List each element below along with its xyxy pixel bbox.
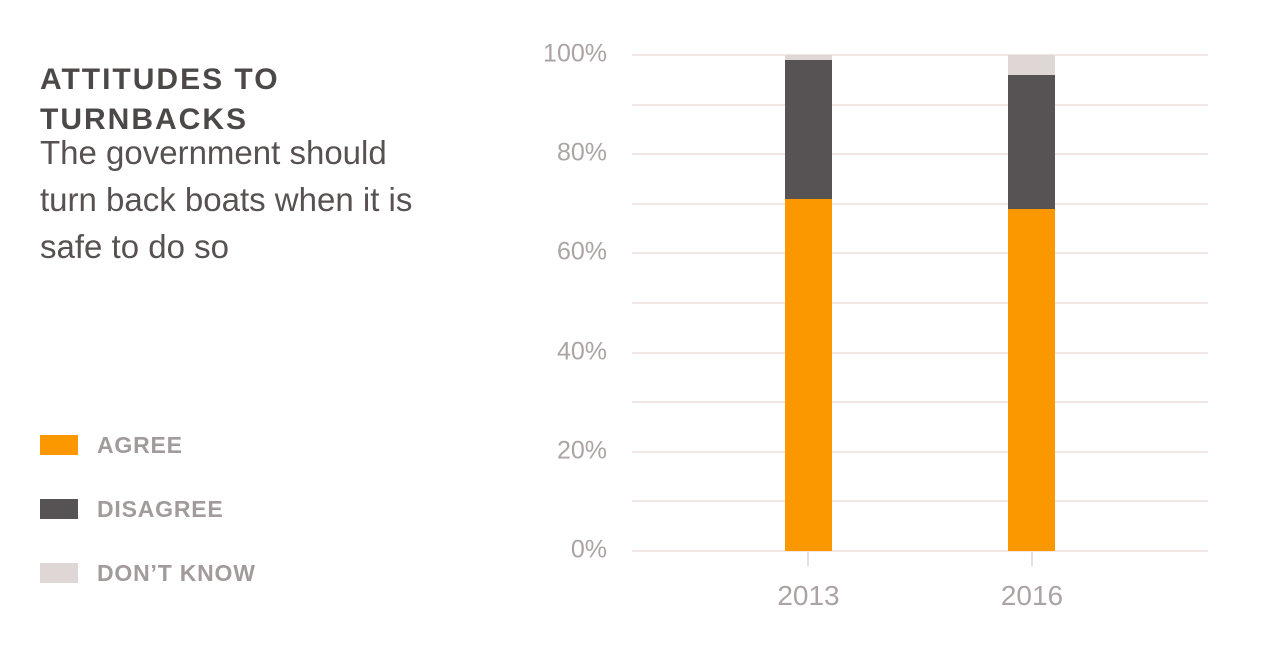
bar-segment-2016-agree	[1008, 208, 1056, 551]
gridline-0	[632, 550, 1208, 552]
y-axis-label-40: 40%	[556, 336, 607, 365]
legend-swatch-dont-know	[40, 563, 78, 583]
subtitle-line-3: safe to do so	[40, 228, 229, 265]
legend-swatch-disagree	[40, 499, 78, 519]
y-axis-label-100: 100%	[543, 39, 607, 68]
bar-segment-2016-disagree	[1008, 74, 1056, 209]
x-axis-tick-2013	[807, 552, 810, 566]
gridline-20	[632, 450, 1208, 453]
legend-label-agree: AGREE	[97, 431, 183, 458]
y-axis-label-0: 0%	[570, 535, 607, 564]
chart-subtitle: The government should turn back boats wh…	[40, 129, 412, 270]
gridline-80	[632, 153, 1208, 156]
page-title-line-1: ATTITUDES TO	[40, 63, 280, 97]
y-axis-label-60: 60%	[556, 237, 607, 266]
gridline-10	[632, 500, 1208, 503]
x-axis-tick-2016	[1030, 552, 1033, 566]
y-axis-label-80: 80%	[556, 138, 607, 167]
x-axis-label-2013: 2013	[777, 580, 840, 611]
legend-item-agree: AGREE	[40, 432, 183, 458]
legend-item-dont-know: DON’T KNOW	[40, 560, 256, 586]
bar-segment-2016-don-t-know	[1008, 55, 1056, 75]
gridline-60	[632, 252, 1208, 255]
x-axis-label-2016: 2016	[1000, 580, 1064, 611]
bar-segment-2013-disagree	[784, 59, 832, 199]
subtitle-line-2: turn back boats when it is	[40, 181, 413, 218]
subtitle-line-1: The government should	[40, 134, 387, 171]
page-title-line-2: TURNBACKS	[40, 103, 248, 137]
bar-segment-2013-agree	[784, 198, 832, 551]
gridline-30	[632, 401, 1208, 404]
legend-item-disagree: DISAGREE	[40, 496, 224, 522]
page-title: ATTITUDES TO TURNBACKS	[40, 60, 280, 140]
bar-2013	[784, 55, 832, 551]
gridline-90	[632, 103, 1208, 106]
legend-label-disagree: DISAGREE	[97, 495, 224, 522]
bar-segment-2013-don-t-know	[784, 55, 832, 60]
gridline-50	[632, 302, 1208, 304]
legend-label-dont-know: DON’T KNOW	[97, 559, 256, 586]
gridline-40	[632, 351, 1208, 354]
gridline-100	[632, 54, 1208, 56]
legend-swatch-agree	[40, 435, 78, 455]
y-axis-label-20: 20%	[556, 436, 607, 465]
bar-2016	[1008, 55, 1056, 551]
gridline-70	[632, 202, 1208, 205]
